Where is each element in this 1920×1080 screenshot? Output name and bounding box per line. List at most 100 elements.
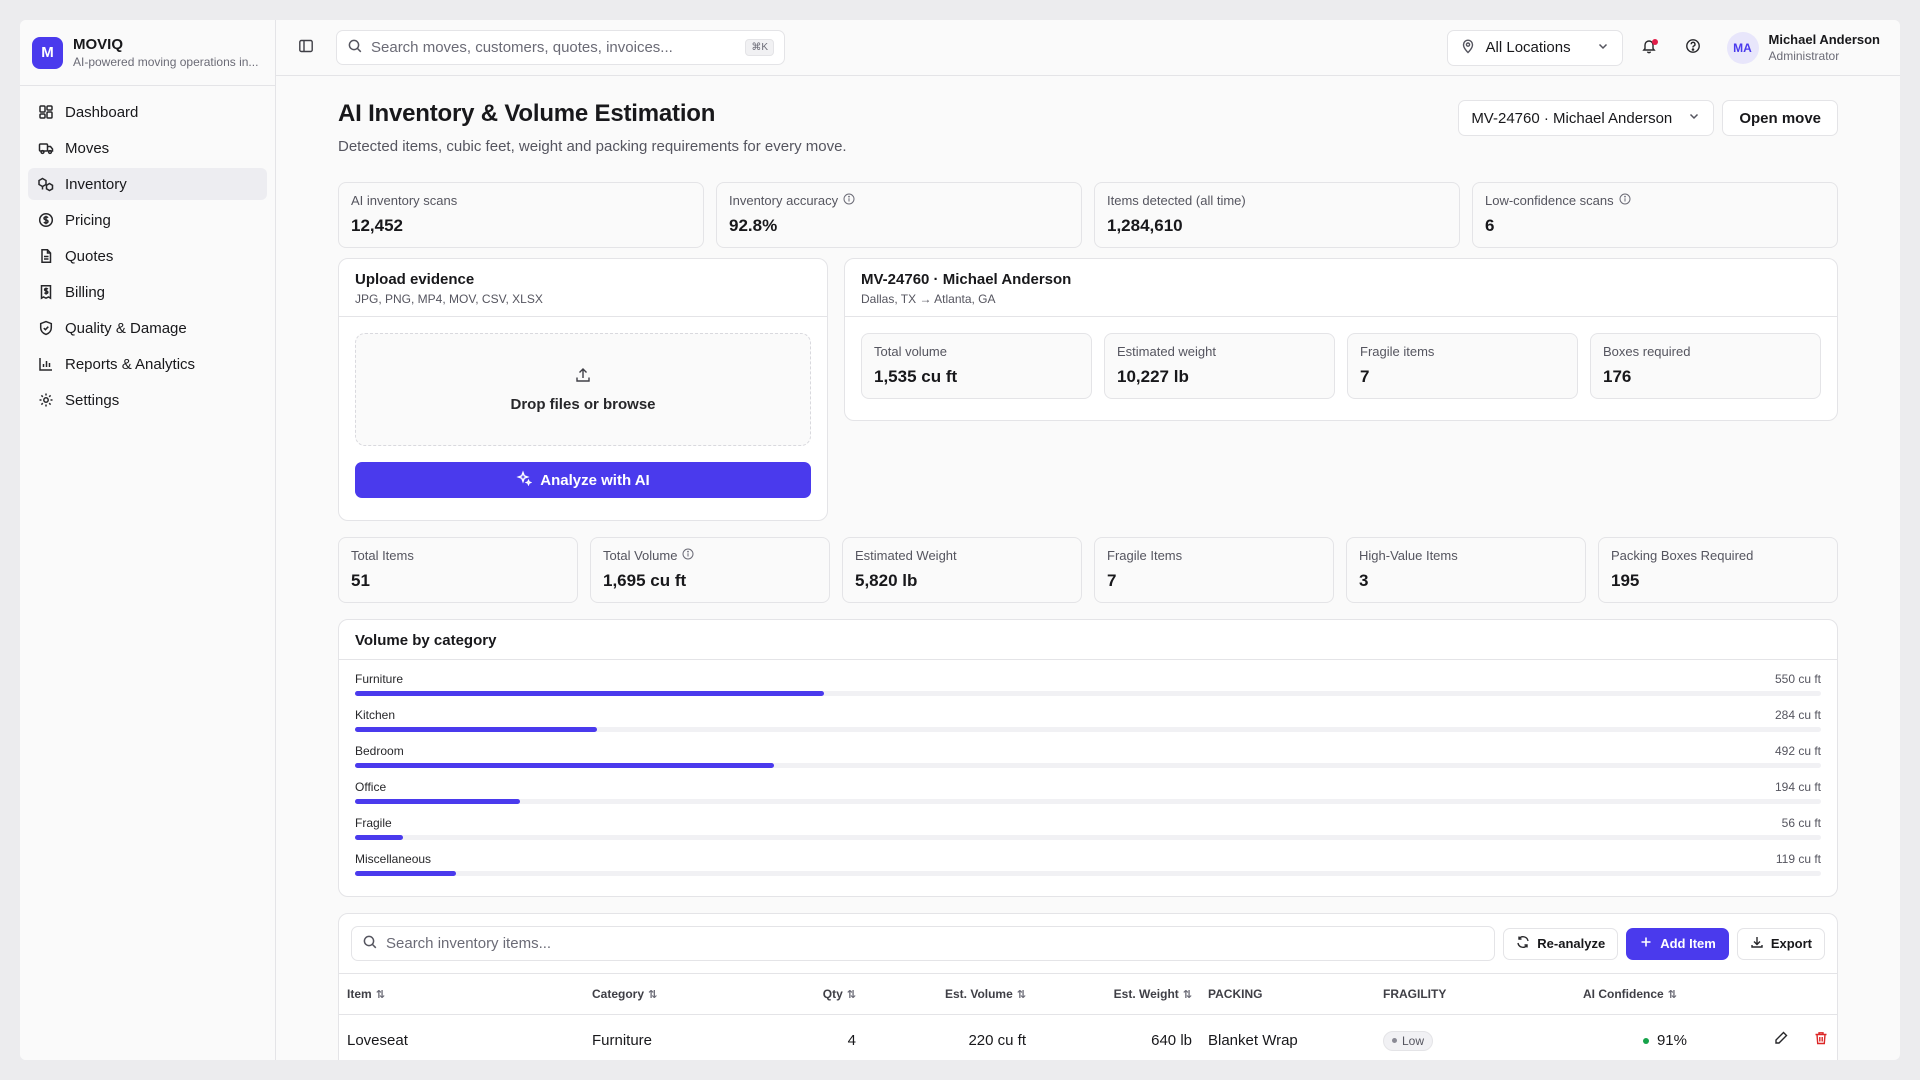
sidebar-item-pricing[interactable]: Pricing: [28, 204, 267, 236]
metric-label: Total volume: [874, 344, 947, 359]
sparkles-icon: [516, 470, 533, 490]
add-item-button[interactable]: Add Item: [1626, 927, 1729, 960]
file-dropzone[interactable]: Drop files or browse: [355, 333, 811, 446]
total-value: 5,820 lb: [855, 571, 918, 590]
notifications-button[interactable]: [1631, 30, 1667, 66]
metric-value: 1,535 cu ft: [874, 367, 958, 386]
bar-value: 56 cu ft: [1781, 816, 1821, 830]
bar-value: 194 cu ft: [1774, 780, 1821, 794]
inventory-table: Item ⇅ Category ⇅ Qty ⇅ Est. Volume ⇅ Est. W…: [339, 974, 1837, 1060]
dropzone-text: Drop files or browse: [510, 396, 656, 413]
metric-label: Boxes required: [1603, 344, 1691, 359]
help-button[interactable]: [1675, 30, 1711, 66]
sidebar-item-quality-damage[interactable]: Quality & Damage: [28, 312, 267, 344]
bar-label: Office: [355, 780, 387, 794]
user-role: Administrator: [1768, 49, 1840, 63]
move-summary-card: MV-24760 · Michael Anderson Dallas, TX →…: [844, 258, 1838, 421]
kpi-row: AI inventory scans 12,452 Inventory accu…: [338, 182, 1838, 248]
info-icon[interactable]: [682, 548, 694, 563]
column-header-packing: PACKING: [1200, 974, 1375, 1015]
cell-packing: Blanket Wrap: [1208, 1031, 1298, 1049]
bar-value: 284 cu ft: [1774, 708, 1821, 722]
bar-track: [355, 691, 1821, 696]
bar-label: Fragile: [355, 816, 392, 830]
column-header-weight[interactable]: Est. Weight ⇅: [1034, 974, 1200, 1015]
kpi-value: 92.8%: [729, 216, 778, 235]
plus-icon: [1639, 935, 1653, 952]
main-area: Search moves, customers, quotes, invoice…: [276, 20, 1900, 1060]
sidebar-item-moves[interactable]: Moves: [28, 132, 267, 164]
move-title: MV-24760 · Michael Anderson: [861, 271, 1072, 288]
sidebar-item-label: Pricing: [65, 211, 111, 229]
total-label: High-Value Items: [1359, 548, 1458, 563]
table-row[interactable]: Loveseat Furniture 4 220 cu ft 640 lb Bl…: [339, 1014, 1837, 1060]
move-select[interactable]: MV-24760 · Michael Anderson: [1458, 100, 1715, 136]
bar-value: 119 cu ft: [1775, 852, 1821, 866]
help-icon: [1685, 38, 1701, 58]
brand[interactable]: M MOVIQ AI-powered moving operations in.…: [20, 20, 275, 86]
bar-label: Miscellaneous: [355, 852, 432, 866]
column-header-item[interactable]: Item ⇅: [339, 974, 584, 1015]
trash-icon[interactable]: [1813, 1032, 1829, 1050]
column-header-category[interactable]: Category ⇅: [584, 974, 774, 1015]
bar-fill: [355, 763, 775, 768]
total-value: 195: [1611, 571, 1640, 590]
volume-by-category-card: Volume by category Furniture 550 cu ft Kit…: [338, 619, 1838, 897]
sidebar: M MOVIQ AI-powered moving operations in.…: [20, 20, 276, 1060]
upload-icon: [574, 366, 592, 388]
sidebar-item-quotes[interactable]: Quotes: [28, 240, 267, 272]
inventory-search-input[interactable]: Search inventory items...: [351, 926, 1496, 961]
truck-icon: [38, 140, 54, 156]
receipt-icon: [38, 284, 54, 300]
sidebar-item-billing[interactable]: Billing: [28, 276, 267, 308]
location-select[interactable]: All Locations: [1446, 29, 1623, 66]
kpi-label: Low-confidence scans: [1485, 193, 1614, 208]
info-icon[interactable]: [843, 193, 855, 208]
move-select-value: MV-24760 · Michael Anderson: [1471, 109, 1673, 127]
bar-fill: [355, 835, 403, 840]
notification-dot: [1651, 38, 1658, 45]
totals-row: Total Items 51 Total Volume 1,695 cu ft …: [338, 537, 1838, 603]
edit-icon[interactable]: [1773, 1031, 1789, 1050]
total-label: Estimated Weight: [855, 548, 957, 563]
open-move-button[interactable]: Open move: [1722, 100, 1838, 136]
column-header-qty[interactable]: Qty ⇅: [774, 974, 864, 1015]
sidebar-item-settings[interactable]: Settings: [28, 384, 267, 416]
user-menu[interactable]: MA Michael Anderson Administrator: [1726, 31, 1880, 64]
export-button[interactable]: Export: [1736, 927, 1825, 960]
kpi-card: Low-confidence scans 6: [1472, 182, 1838, 248]
column-header-confidence[interactable]: AI Confidence ⇅: [1575, 974, 1695, 1015]
bar-fill: [355, 871, 457, 876]
sidebar-item-reports[interactable]: Reports & Analytics: [28, 348, 267, 380]
kpi-label: Inventory accuracy: [729, 193, 839, 208]
inventory-table-card: Search inventory items... Re-analyze Add…: [338, 913, 1838, 1060]
sidebar-item-label: Billing: [65, 283, 106, 301]
total-card: High-Value Items 3: [1346, 537, 1586, 603]
total-card: Estimated Weight 5,820 lb: [842, 537, 1082, 603]
global-search-input[interactable]: Search moves, customers, quotes, invoice…: [336, 30, 785, 65]
sidebar-item-label: Settings: [65, 391, 120, 409]
cell-weight: 640 lb: [1151, 1031, 1192, 1049]
sidebar-item-dashboard[interactable]: Dashboard: [28, 96, 267, 128]
bar-label: Kitchen: [355, 708, 396, 722]
metric-label: Estimated weight: [1117, 344, 1216, 359]
search-placeholder: Search moves, customers, quotes, invoice…: [371, 39, 673, 56]
metric-value: 7: [1360, 367, 1370, 386]
sidebar-toggle-button[interactable]: [276, 20, 336, 75]
analyze-with-ai-button[interactable]: Analyze with AI: [355, 462, 811, 498]
sidebar-item-inventory[interactable]: Inventory: [28, 168, 267, 200]
column-header-volume[interactable]: Est. Volume ⇅: [864, 974, 1034, 1015]
total-label: Total Volume: [603, 548, 678, 563]
refresh-icon: [1516, 935, 1530, 952]
upload-title: Upload evidence: [355, 271, 475, 288]
info-icon[interactable]: [1619, 193, 1631, 208]
brand-tagline: AI-powered moving operations in...: [73, 55, 259, 69]
sidebar-item-label: Quotes: [65, 247, 114, 265]
reanalyze-button[interactable]: Re-analyze: [1503, 927, 1619, 960]
boxes-icon: [38, 176, 54, 192]
metric-label: Fragile items: [1360, 344, 1435, 359]
bar-label: Furniture: [355, 672, 404, 686]
bar-track: [355, 763, 1821, 768]
column-header-actions: [1695, 974, 1837, 1015]
move-metric: Boxes required 176: [1590, 333, 1821, 399]
